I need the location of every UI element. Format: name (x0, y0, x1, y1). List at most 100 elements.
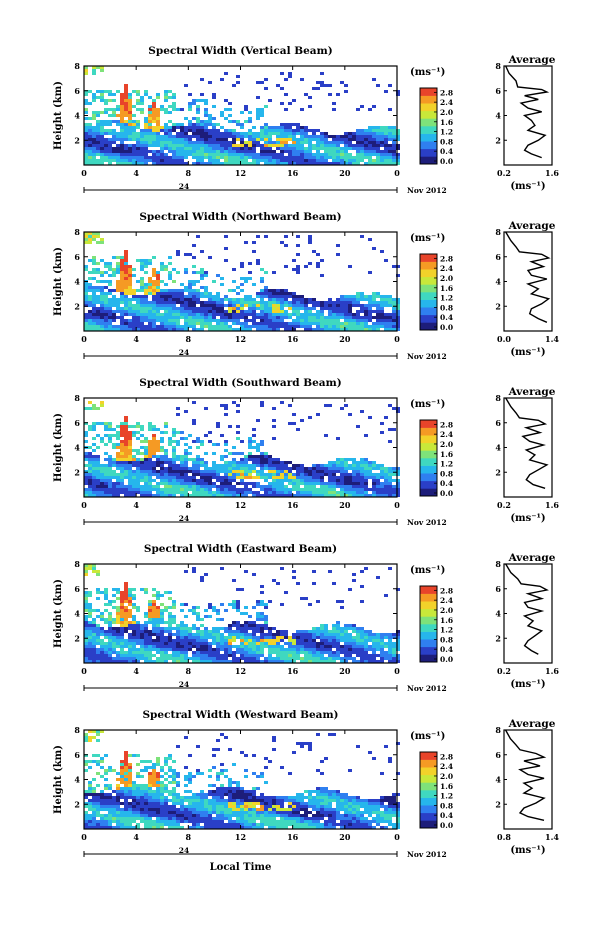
heatmap-cell (96, 597, 100, 600)
heatmap-cell (208, 651, 212, 654)
heatmap-cell (176, 126, 180, 129)
heatmap-cell (232, 621, 236, 624)
heatmap-cell (308, 235, 312, 238)
heatmap-cell (88, 660, 92, 663)
heatmap-cell (332, 482, 336, 485)
heatmap-cell (256, 111, 260, 114)
heatmap-cell (292, 464, 296, 467)
heatmap-cell (92, 627, 96, 630)
heatmap-cell (124, 582, 128, 585)
heatmap-cell (344, 159, 348, 162)
colorbar-swatch (420, 307, 437, 316)
heatmap-cell (200, 464, 204, 467)
heatmap-cell (180, 488, 184, 491)
heatmap-cell (148, 606, 152, 609)
heatmap-cell (120, 307, 124, 310)
heatmap-cell (88, 286, 92, 289)
heatmap-cell (240, 307, 244, 310)
heatmap-cell (144, 491, 148, 494)
heatmap-cell (328, 479, 332, 482)
heatmap-cell (192, 135, 196, 138)
heatmap-cell (268, 325, 272, 328)
heatmap-cell (288, 162, 292, 165)
heatmap-cell (384, 473, 388, 476)
heatmap-cell (344, 633, 348, 636)
heatmap-cell (256, 328, 260, 331)
x-tick-label: 16 (287, 334, 299, 344)
heatmap-cell (156, 591, 160, 594)
heatmap-cell (204, 150, 208, 153)
heatmap-cell (180, 648, 184, 651)
heatmap-cell (288, 654, 292, 657)
heatmap-cell (204, 452, 208, 455)
heatmap-cell (128, 594, 132, 597)
heatmap-cell (84, 470, 88, 473)
date-label: Nov 2012 (407, 518, 447, 527)
heatmap-cell (84, 621, 88, 624)
heatmap-cell (92, 66, 96, 69)
heatmap-cell (296, 126, 300, 129)
heatmap-cell (372, 476, 376, 479)
heatmap-cell (200, 473, 204, 476)
heatmap-cell (336, 307, 340, 310)
heatmap-cell (152, 440, 156, 443)
heatmap-cell (304, 645, 308, 648)
heatmap-cell (152, 645, 156, 648)
heatmap-cell (216, 150, 220, 153)
heatmap-cell (248, 482, 252, 485)
heatmap-cell (332, 141, 336, 144)
heatmap-cell (168, 262, 172, 265)
heatmap-cell (364, 313, 368, 316)
heatmap-cell (140, 657, 144, 660)
heatmap-cell (228, 624, 232, 627)
heatmap-cell (180, 431, 184, 434)
heatmap-cell (116, 123, 120, 126)
heatmap-cell (124, 265, 128, 268)
heatmap-cell (276, 289, 280, 292)
heatmap-cell (360, 156, 364, 159)
heatmap-cell (392, 470, 396, 473)
heatmap-cell (88, 470, 92, 473)
heatmap-cell (104, 129, 108, 132)
heatmap-cell (192, 458, 196, 461)
heatmap-cell (136, 307, 140, 310)
heatmap-cell (132, 150, 136, 153)
heatmap-cell (244, 651, 248, 654)
heatmap-cell (308, 639, 312, 642)
average-y-tick-label: 2 (495, 301, 501, 311)
heatmap-cell (176, 253, 180, 256)
heatmap-cell (244, 660, 248, 663)
heatmap-cell (264, 660, 268, 663)
average-title: Average (508, 54, 556, 66)
heatmap-cell (248, 467, 252, 470)
heatmap-cell (380, 422, 384, 425)
heatmap-cell (164, 153, 168, 156)
heatmap-cell (280, 473, 284, 476)
heatmap-cell (152, 603, 156, 606)
heatmap-cell (272, 639, 276, 642)
heatmap-cell (228, 310, 232, 313)
heatmap-cell (296, 582, 300, 585)
heatmap-cell (284, 473, 288, 476)
heatmap-cell (376, 473, 380, 476)
heatmap-cell (120, 482, 124, 485)
heatmap-cell (388, 440, 392, 443)
heatmap-cell (388, 316, 392, 319)
heatmap-cell (288, 642, 292, 645)
heatmap-cell (364, 645, 368, 648)
heatmap-cell (200, 93, 204, 96)
heatmap-cell (268, 488, 272, 491)
heatmap-cell (388, 129, 392, 132)
heatmap-cell (376, 301, 380, 304)
heatmap-cell (264, 123, 268, 126)
heatmap-cell (144, 289, 148, 292)
heatmap-cell (272, 464, 276, 467)
heatmap-cell (108, 630, 112, 633)
heatmap-cell (104, 153, 108, 156)
heatmap-cell (88, 277, 92, 280)
heatmap-cell (288, 648, 292, 651)
heatmap-cell (252, 241, 256, 244)
heatmap-cell (220, 78, 224, 81)
heatmap-cell (364, 639, 368, 642)
heatmap-cell (284, 301, 288, 304)
